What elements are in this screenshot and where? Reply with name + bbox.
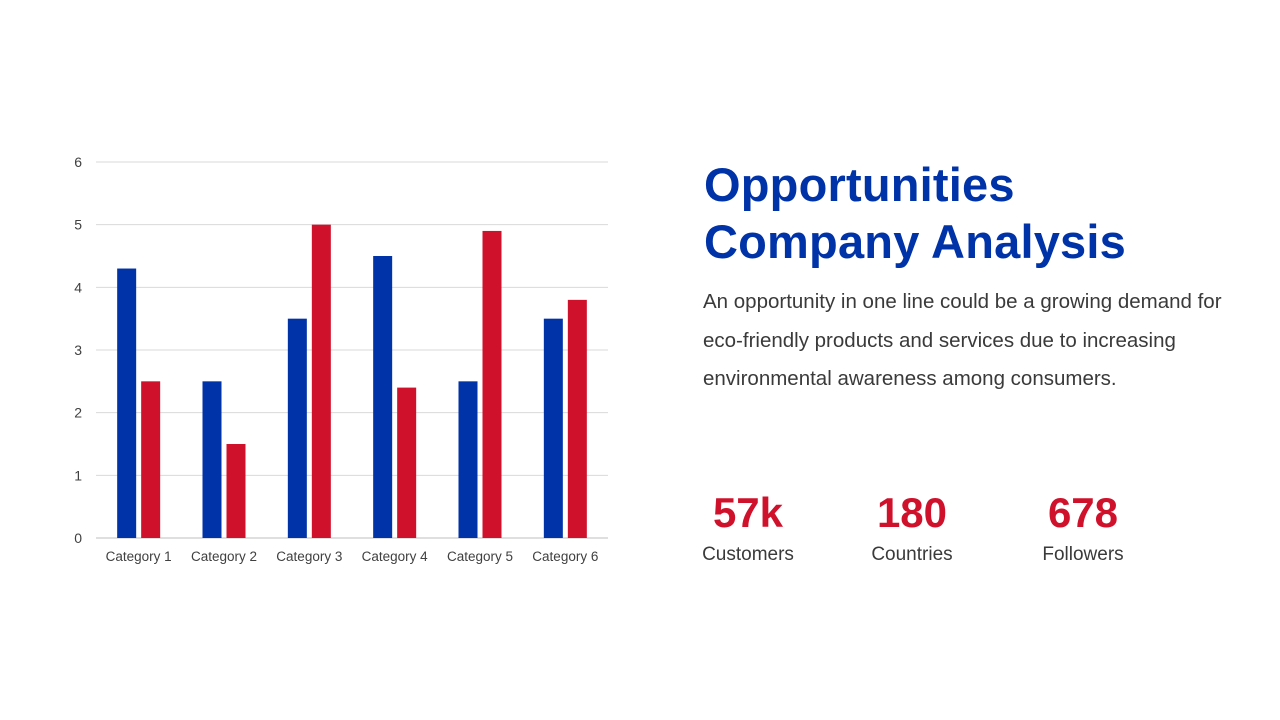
stat-countries: 180 Countries [827, 488, 997, 570]
bar [311, 224, 331, 538]
stat-followers: 678 Followers [998, 488, 1168, 570]
y-tick-label: 1 [74, 467, 82, 483]
bar [226, 444, 246, 538]
bar [458, 381, 478, 538]
title-line-2: Company Analysis [704, 215, 1126, 268]
y-tick-label: 4 [74, 279, 82, 295]
bar [202, 381, 222, 538]
y-tick-label: 0 [74, 530, 82, 546]
bar [141, 381, 161, 538]
bar [117, 268, 137, 538]
y-tick-label: 3 [74, 342, 82, 358]
slide-title: Opportunities Company Analysis [704, 156, 1264, 270]
x-tick-label: Category 2 [191, 549, 257, 564]
x-tick-label: Category 5 [447, 549, 513, 564]
x-tick-label: Category 3 [276, 549, 342, 564]
y-tick-label: 5 [74, 217, 82, 233]
bar [482, 230, 502, 538]
description-text: An opportunity in one line could be a gr… [703, 290, 1222, 390]
bar [397, 387, 417, 538]
bar-chart: 0 1 2 3 4 5 6 Category 1 Category 2 Category 3 Cat… [74, 154, 608, 564]
y-tick-label: 6 [74, 154, 82, 170]
bar [287, 318, 307, 538]
x-tick-label: Category 1 [106, 549, 172, 564]
stat-label: Followers [1042, 544, 1124, 565]
bar [373, 256, 393, 538]
stat-value: 180 [876, 489, 948, 536]
stat-customers: 57k Customers [663, 488, 833, 570]
x-tick-label: Category 6 [532, 549, 598, 564]
stat-label: Countries [871, 544, 953, 565]
x-tick-label: Category 4 [362, 549, 429, 564]
stat-label: Customers [702, 544, 794, 565]
title-line-1: Opportunities [704, 158, 1015, 211]
stat-value: 678 [1047, 489, 1119, 536]
bar [567, 299, 587, 538]
bar [543, 318, 563, 538]
stat-value: 57k [712, 489, 784, 536]
y-tick-label: 2 [74, 405, 82, 421]
